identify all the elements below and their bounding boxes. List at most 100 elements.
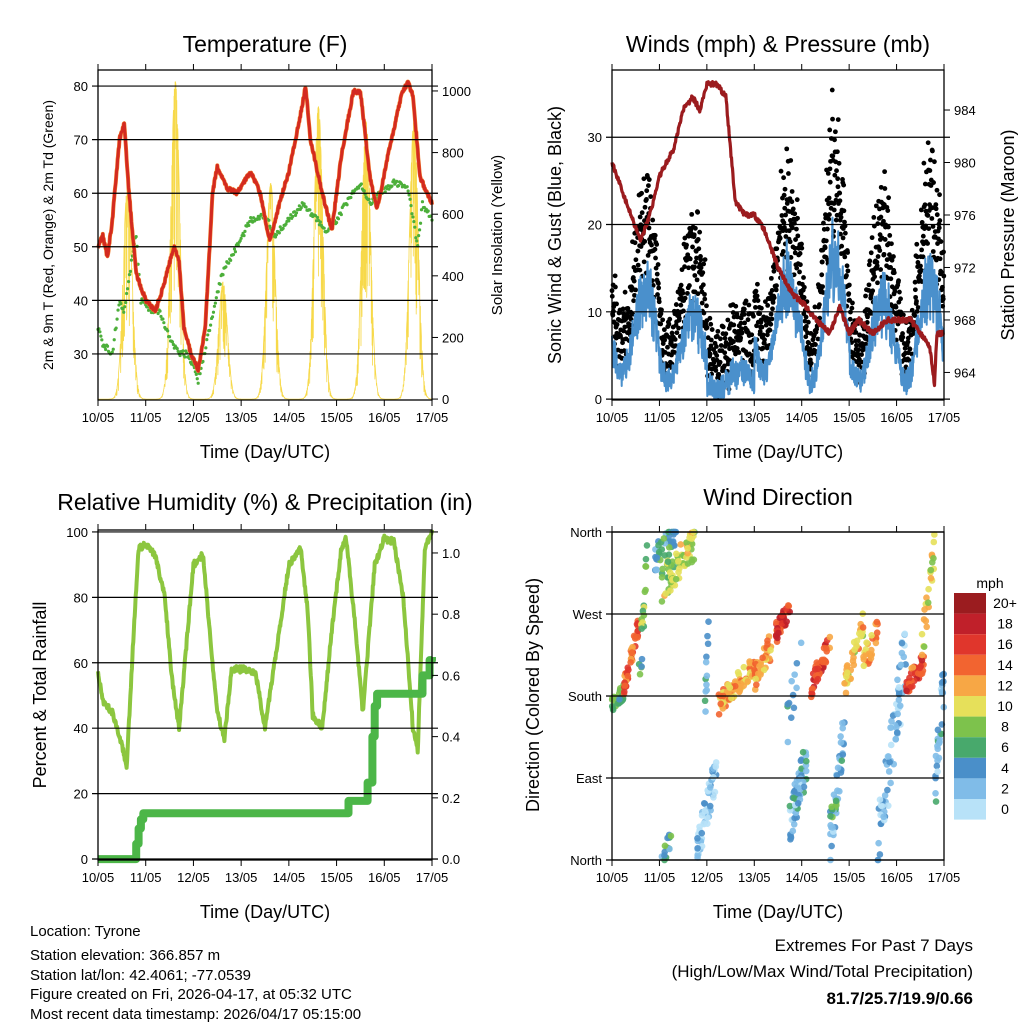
- dewpoint-point: [175, 346, 179, 351]
- gust-point: [697, 229, 703, 235]
- dewpoint-point: [214, 296, 218, 300]
- gust-point: [847, 316, 853, 322]
- gust-point: [871, 215, 877, 220]
- wind-direction-point: [674, 558, 682, 565]
- wind-direction-point: [930, 555, 937, 562]
- wind-direction-point: [684, 560, 692, 567]
- gust-point: [842, 254, 848, 260]
- y-tick-label: 70: [74, 133, 88, 148]
- gust-point: [620, 306, 626, 312]
- dewpoint-point: [284, 222, 288, 226]
- gust-point: [889, 241, 894, 247]
- gust-point: [925, 213, 931, 218]
- wind-direction-point: [616, 695, 623, 703]
- gust-point: [915, 305, 921, 310]
- gust-point: [698, 265, 704, 271]
- gust-point: [736, 350, 742, 355]
- dewpoint-point: [418, 221, 423, 225]
- gust-point: [621, 328, 627, 334]
- x-tick-label: 15/05: [833, 410, 866, 425]
- x-tick-label: 17/05: [416, 410, 449, 425]
- wind-direction-point: [790, 820, 798, 828]
- legend-swatch: [954, 778, 986, 799]
- wind-direction-point: [887, 741, 895, 749]
- wind-direction-point: [640, 611, 648, 619]
- gust-point: [844, 263, 850, 269]
- gust-point: [676, 325, 681, 331]
- dewpoint-point: [232, 247, 237, 251]
- gust-point: [722, 335, 728, 341]
- wind-direction-point: [704, 820, 711, 828]
- gust-point: [918, 207, 924, 213]
- solar-insolation-line: [97, 81, 433, 400]
- dewpoint-point: [336, 217, 341, 221]
- wind-direction-point: [927, 574, 935, 582]
- gust-point: [853, 330, 859, 335]
- dewpoint-point: [119, 302, 123, 306]
- gust-point: [882, 186, 888, 191]
- gust-point: [827, 127, 833, 133]
- elevation-text: Station elevation: 366.857 m: [30, 947, 220, 964]
- gust-point: [644, 188, 650, 194]
- gust-point: [714, 353, 720, 358]
- gust-point: [877, 248, 883, 253]
- dewpoint-point: [128, 269, 133, 273]
- legend-label: 10: [997, 698, 1013, 714]
- gust-point: [887, 252, 892, 258]
- wind-direction-point: [712, 763, 720, 770]
- dewpoint-point: [397, 183, 401, 188]
- dewpoint-point: [105, 344, 110, 348]
- wind-direction-point: [932, 790, 939, 797]
- created-text: Figure created on Fri, 2026-04-17, at 05…: [30, 986, 352, 1003]
- gust-point: [832, 172, 838, 178]
- wind-direction-point: [665, 551, 673, 558]
- gust-point: [648, 194, 654, 199]
- dewpoint-point: [210, 315, 215, 319]
- gust-point: [929, 216, 935, 221]
- wind-direction-point: [706, 784, 714, 791]
- gust-point: [716, 372, 722, 377]
- gust-point: [639, 210, 645, 216]
- x-tick-label: 10/05: [82, 410, 115, 425]
- wind-direction-point: [853, 637, 861, 645]
- dewpoint-point: [124, 300, 128, 305]
- relative-humidity-line: [96, 529, 434, 770]
- gust-point: [900, 334, 906, 340]
- gust-point: [803, 314, 809, 320]
- gust-point: [817, 302, 822, 308]
- wind-direction-point: [875, 839, 882, 847]
- gust-point: [667, 316, 673, 322]
- gust-point: [875, 254, 881, 259]
- gust-point: [644, 197, 649, 202]
- wind-direction-point: [906, 674, 913, 682]
- wind-direction-point: [789, 691, 797, 699]
- dewpoint-point: [415, 239, 419, 243]
- wind-direction-point: [700, 799, 708, 807]
- precipitation-line: [98, 656, 436, 864]
- legend-swatch: [954, 696, 986, 717]
- gust-point: [646, 177, 652, 183]
- dewpoint-point: [161, 317, 165, 321]
- x-axis-label: Time (Day/UTC): [713, 902, 843, 922]
- x-tick-label: 13/05: [738, 870, 771, 885]
- y-tick-label: 80: [74, 590, 88, 605]
- y-tick-label: South: [568, 689, 602, 704]
- wind-direction-point: [752, 675, 760, 683]
- y-axis-label: Sonic Wind & Gust (Blue, Black): [545, 106, 565, 364]
- wind-direction-point: [789, 827, 797, 835]
- gust-point: [918, 263, 923, 269]
- y2-tick-label: 984: [954, 103, 976, 118]
- dewpoint-point: [167, 335, 172, 339]
- gust-point: [913, 294, 919, 300]
- gust-point: [793, 237, 798, 242]
- gust-point: [707, 315, 713, 321]
- gust-point: [765, 303, 771, 308]
- gust-point: [839, 243, 845, 249]
- gust-point: [815, 336, 821, 342]
- gust-point: [614, 322, 620, 327]
- y-axis-label: Direction (Colored By Speed): [523, 578, 543, 812]
- wind-direction-point: [918, 651, 926, 659]
- gust-point: [863, 293, 868, 299]
- gust-point: [859, 352, 864, 358]
- y2-axis-label: Station Pressure (Maroon): [998, 129, 1018, 340]
